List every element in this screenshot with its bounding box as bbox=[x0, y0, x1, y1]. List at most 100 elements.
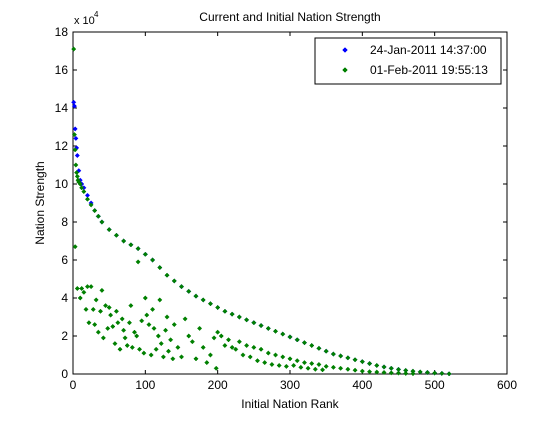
legend-entries: 24-Jan-2011 14:37:00 01-Feb-2011 19:55:13 bbox=[342, 43, 488, 77]
data-point bbox=[102, 303, 109, 309]
legend-label: 01-Feb-2011 19:55:13 bbox=[370, 63, 488, 77]
x-axis-label: Initial Nation Rank bbox=[241, 397, 339, 411]
data-point bbox=[135, 259, 141, 265]
data-point bbox=[374, 362, 380, 369]
data-point bbox=[200, 297, 206, 303]
data-point bbox=[381, 369, 387, 376]
data-point bbox=[204, 360, 210, 366]
data-point bbox=[265, 325, 271, 331]
data-point bbox=[251, 320, 257, 326]
data-point bbox=[330, 351, 336, 357]
data-point bbox=[122, 335, 128, 341]
data-point bbox=[88, 284, 94, 290]
data-point bbox=[280, 354, 286, 360]
data-point bbox=[323, 363, 329, 369]
y-tick-label: 12 bbox=[55, 139, 69, 153]
data-point bbox=[244, 342, 250, 349]
data-point bbox=[319, 367, 326, 373]
data-point bbox=[171, 278, 177, 284]
data-point bbox=[193, 356, 199, 362]
data-point bbox=[97, 308, 104, 314]
data-point bbox=[258, 346, 264, 352]
data-point bbox=[129, 344, 135, 350]
data-point bbox=[432, 370, 438, 376]
data-point bbox=[79, 285, 85, 292]
y-exponent-label: x 10 bbox=[74, 15, 95, 27]
y-tick-label: 18 bbox=[55, 25, 69, 39]
data-point bbox=[126, 320, 132, 326]
data-point bbox=[112, 341, 118, 347]
data-point bbox=[247, 354, 253, 360]
data-point bbox=[90, 306, 96, 312]
y-tick-label: 16 bbox=[55, 63, 69, 77]
data-point bbox=[182, 316, 188, 322]
data-point bbox=[81, 189, 87, 195]
data-point bbox=[93, 297, 99, 303]
data-point bbox=[233, 346, 239, 352]
data-point bbox=[222, 308, 228, 314]
data-point bbox=[73, 135, 79, 141]
data-point bbox=[117, 346, 123, 352]
data-point bbox=[225, 337, 232, 343]
data-point bbox=[79, 185, 85, 191]
data-point bbox=[142, 251, 148, 257]
legend-marker bbox=[342, 67, 348, 73]
data-point bbox=[367, 360, 373, 367]
data-point bbox=[128, 242, 134, 248]
data-point bbox=[113, 308, 119, 314]
data-point bbox=[222, 342, 228, 349]
axis-ticks: 0 100 200 300 400 500 600 0 2 4 6 8 10 12 14 16 18 bbox=[55, 25, 518, 392]
y-tick-label: 0 bbox=[61, 367, 68, 381]
data-point bbox=[124, 342, 130, 349]
data-point bbox=[269, 361, 275, 368]
data-point bbox=[73, 162, 79, 168]
data-point bbox=[100, 335, 106, 341]
data-point bbox=[170, 356, 176, 362]
y-tick-label: 14 bbox=[55, 101, 69, 115]
data-point bbox=[367, 369, 373, 375]
data-point bbox=[316, 361, 322, 368]
data-point bbox=[105, 325, 111, 331]
data-point bbox=[276, 362, 282, 369]
data-point bbox=[381, 364, 387, 370]
y-tick-label: 10 bbox=[55, 177, 69, 191]
x-tick-label: 300 bbox=[280, 378, 300, 392]
data-point bbox=[388, 370, 394, 376]
data-point bbox=[272, 328, 279, 334]
data-point bbox=[294, 337, 300, 343]
data-point bbox=[229, 344, 235, 350]
plot-area bbox=[72, 31, 508, 375]
x-tick-label: 500 bbox=[425, 378, 445, 392]
data-point bbox=[157, 297, 163, 303]
data-point bbox=[121, 238, 127, 244]
data-point bbox=[316, 345, 322, 351]
data-point bbox=[305, 365, 311, 371]
data-point bbox=[352, 357, 358, 363]
data-point bbox=[251, 344, 257, 350]
data-point bbox=[294, 358, 300, 364]
data-point bbox=[338, 353, 344, 359]
y-tick-label: 2 bbox=[61, 329, 68, 343]
data-point bbox=[287, 356, 293, 362]
data-point bbox=[215, 329, 221, 335]
data-point bbox=[345, 366, 351, 372]
data-point bbox=[141, 350, 147, 356]
data-point bbox=[77, 295, 83, 301]
data-point bbox=[178, 284, 185, 290]
data-point bbox=[200, 344, 206, 350]
data-point bbox=[136, 346, 143, 352]
data-point bbox=[175, 344, 181, 350]
data-point bbox=[144, 312, 150, 318]
data-point bbox=[374, 369, 380, 375]
legend-label: 24-Jan-2011 14:37:00 bbox=[370, 43, 487, 57]
data-point bbox=[338, 365, 344, 371]
data-point bbox=[71, 103, 78, 109]
data-point bbox=[283, 363, 289, 369]
data-point bbox=[403, 370, 409, 376]
data-point bbox=[146, 322, 152, 328]
data-point bbox=[99, 287, 105, 293]
data-point bbox=[312, 366, 318, 372]
data-point bbox=[189, 339, 195, 345]
data-point bbox=[359, 368, 365, 374]
data-point bbox=[128, 303, 134, 309]
